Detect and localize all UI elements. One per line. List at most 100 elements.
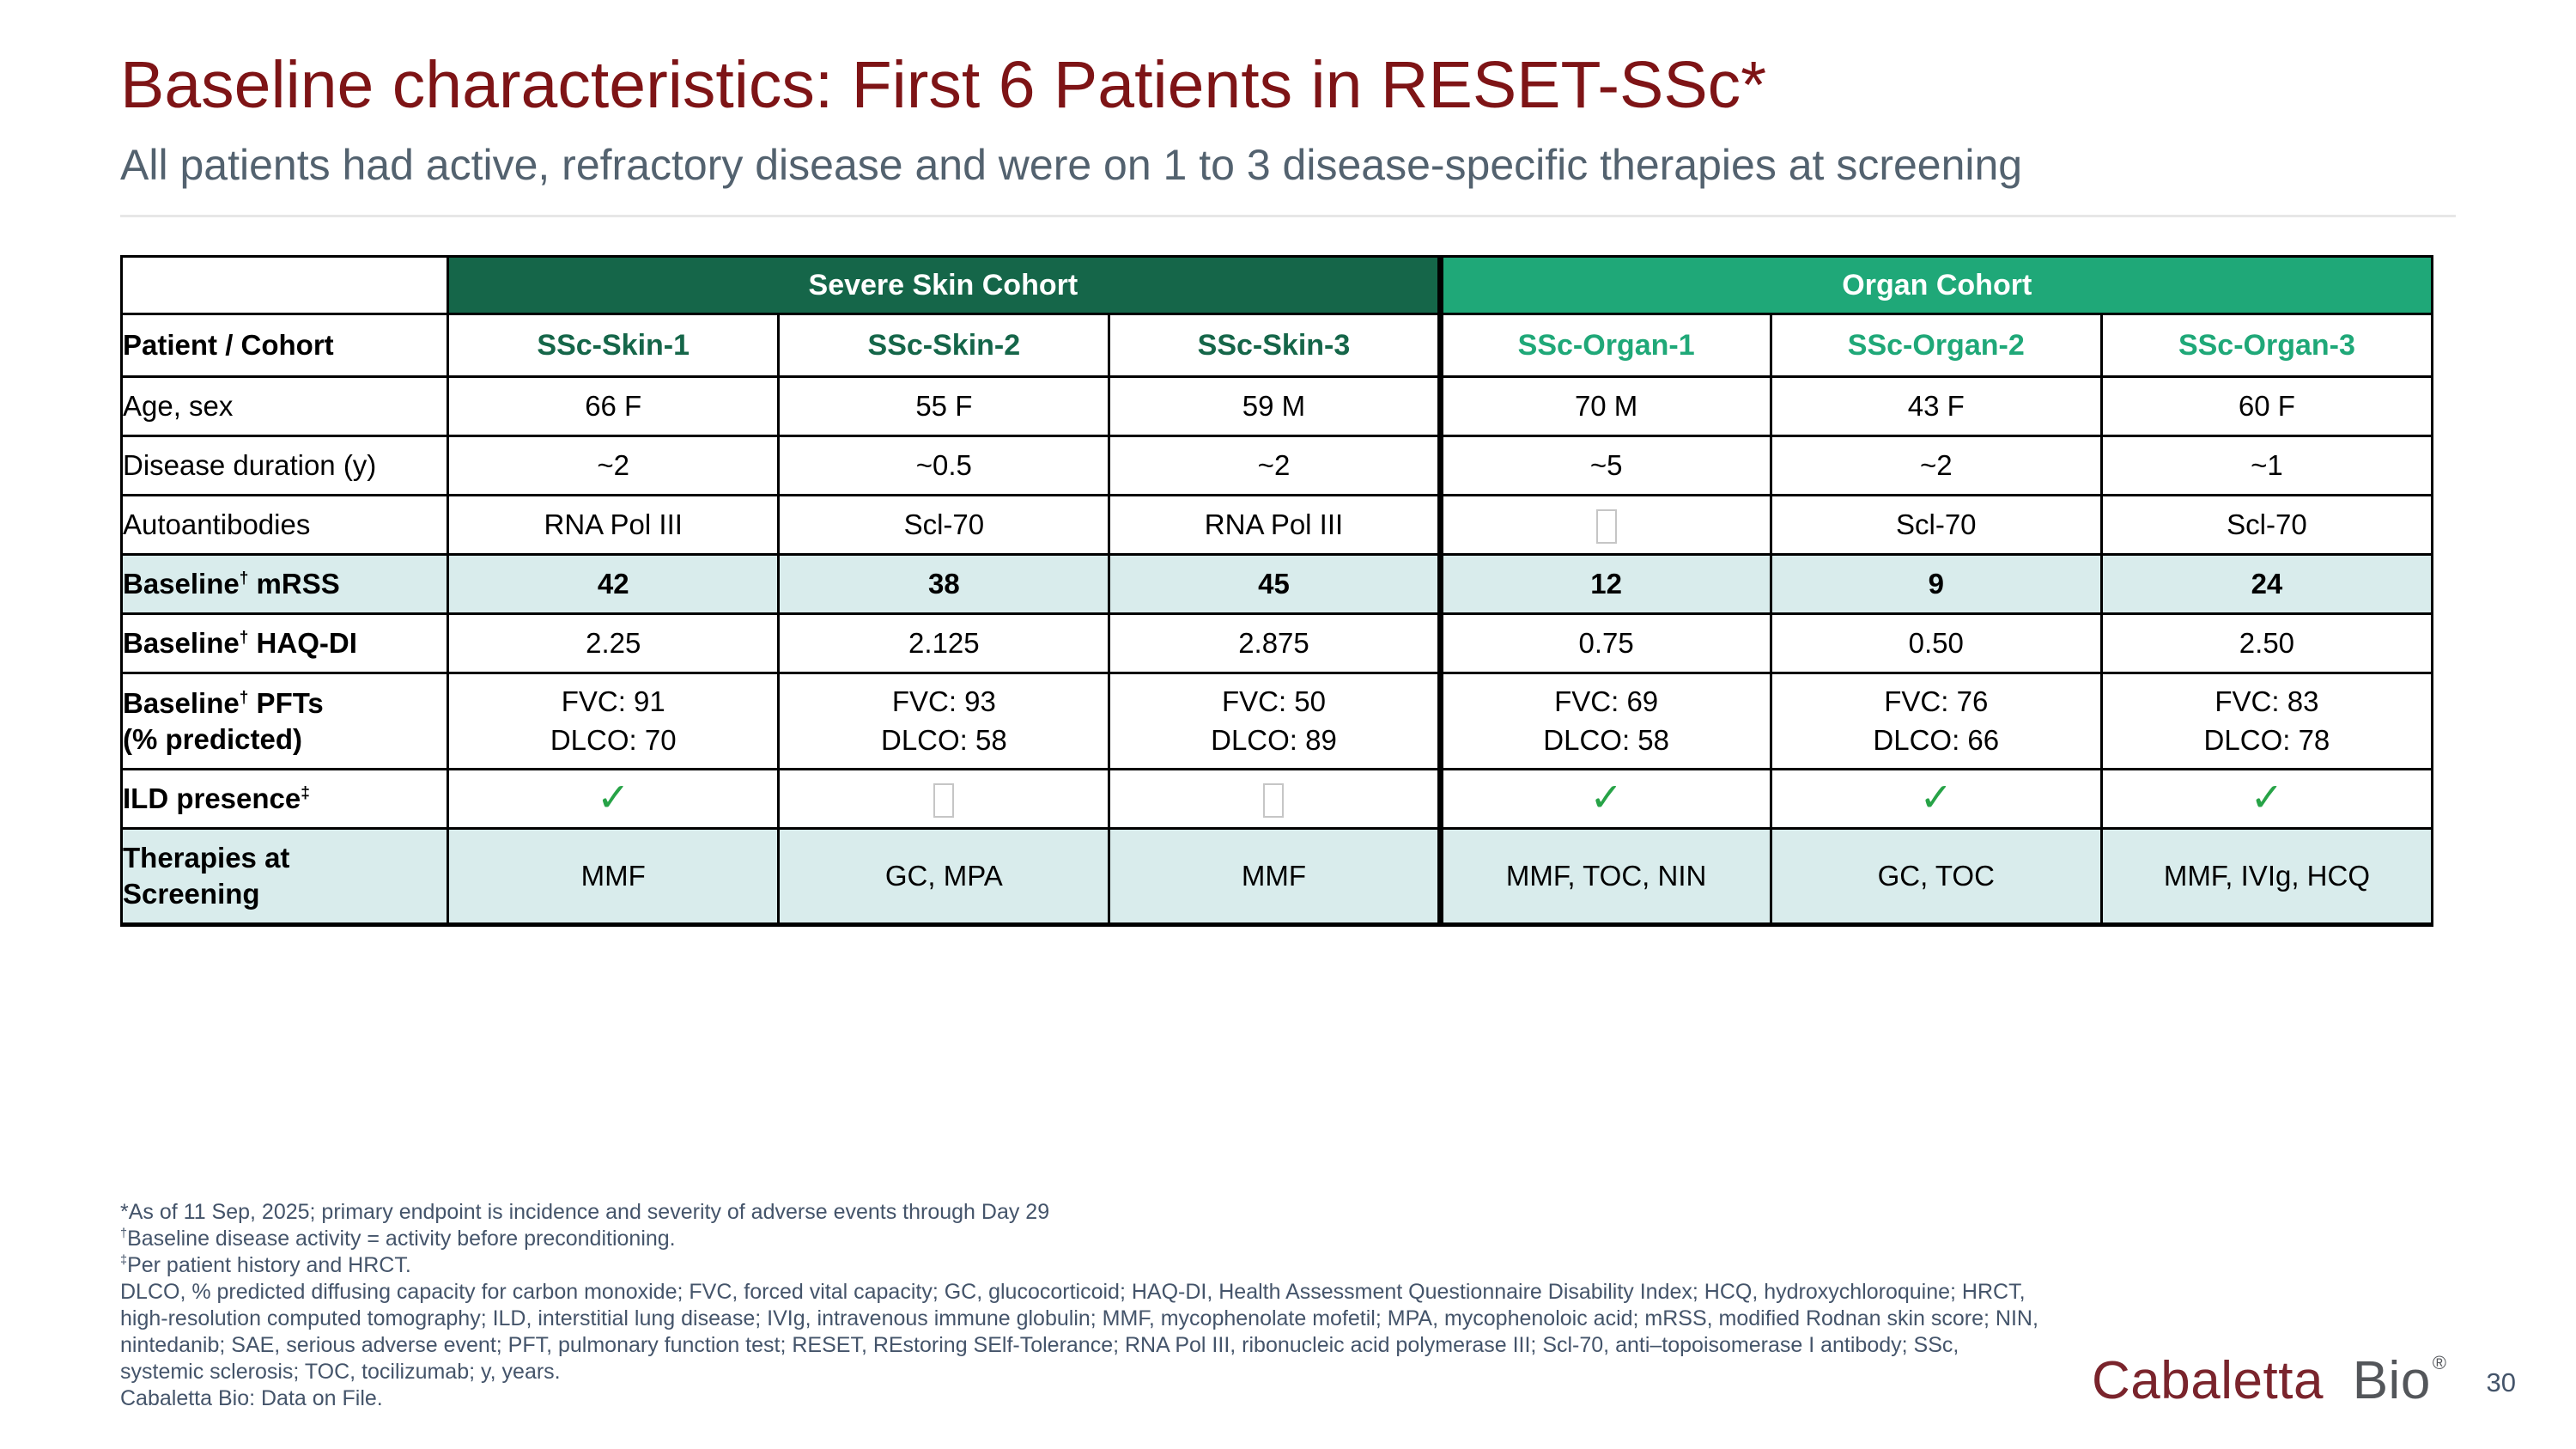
table-cell: Scl-70 bbox=[2099, 494, 2434, 557]
table-cell: 66 F bbox=[447, 375, 781, 438]
table-row: Baseline† mRSS 42 38 45 12 9 24 bbox=[119, 553, 2434, 616]
table-cell: MMF bbox=[447, 827, 781, 928]
table-cell: ✓ bbox=[1437, 768, 1772, 831]
table-cell: FVC: 50 DLCO: 89 bbox=[1108, 672, 1442, 771]
table-cell: 0.50 bbox=[1769, 612, 2103, 675]
table-cell: 59 M bbox=[1108, 375, 1442, 438]
cohort-band-organ-cohort: Organ Cohort bbox=[1437, 255, 2434, 316]
check-icon: ✓ bbox=[1589, 774, 1623, 819]
column-header-ssc-skin-3: SSc-Skin-3 bbox=[1108, 313, 1442, 379]
footnote-line: systemic sclerosis; TOC, tocilizumab; y,… bbox=[120, 1360, 561, 1384]
table-row: Baseline† PFTs (% predicted) FVC: 91 DLCO: … bbox=[119, 672, 2434, 771]
row-label-ild-presence: ILD presence‡ bbox=[119, 768, 450, 831]
table-cell: 2.125 bbox=[777, 612, 1111, 675]
table-cell: ~5 bbox=[1437, 435, 1772, 497]
table-cell: 55 F bbox=[777, 375, 1111, 438]
check-icon: ✓ bbox=[1919, 774, 1953, 819]
table-cell: ~0.5 bbox=[777, 435, 1111, 497]
table-cell: 60 F bbox=[2099, 375, 2434, 438]
table-cell bbox=[777, 768, 1111, 831]
table-row: Therapies at Screening MMF GC, MPA MMF MMF, T… bbox=[119, 827, 2434, 928]
table-cell: Scl-70 bbox=[777, 494, 1111, 557]
logo-word-cabaletta: Cabaletta bbox=[2092, 1351, 2324, 1410]
table-cell: 9 bbox=[1769, 553, 2103, 616]
table-cell: ~2 bbox=[447, 435, 781, 497]
table-cell: ~2 bbox=[1108, 435, 1442, 497]
table-cell: FVC: 83 DLCO: 78 bbox=[2099, 672, 2434, 771]
table-cell: 43 F bbox=[1769, 375, 2103, 438]
row-label-age-sex: Age, sex bbox=[119, 375, 450, 438]
slide-footer: Cabaletta Bio® 30 bbox=[2092, 1345, 2516, 1408]
table-cell: 12 bbox=[1437, 553, 1772, 616]
page-subtitle: All patients had active, refractory dise… bbox=[120, 141, 2023, 190]
empty-box-icon bbox=[1263, 783, 1285, 819]
empty-box-icon bbox=[933, 783, 955, 819]
table-cell: ~1 bbox=[2099, 435, 2434, 497]
footnote-line: †Baseline disease activity = activity be… bbox=[120, 1227, 676, 1251]
column-header-ssc-skin-1: SSc-Skin-1 bbox=[447, 313, 781, 379]
table-cell: RNA Pol III bbox=[447, 494, 781, 557]
footnote-line: ‡Per patient history and HRCT. bbox=[120, 1253, 411, 1277]
table-cell: Scl-70 bbox=[1769, 494, 2103, 557]
table-cell: 0.75 bbox=[1437, 612, 1772, 675]
table-cell: ✓ bbox=[1769, 768, 2103, 831]
table-row: Baseline† HAQ-DI 2.25 2.125 2.875 0.75 0.50 2.… bbox=[119, 612, 2434, 675]
table-cell: MMF, TOC, NIN bbox=[1437, 827, 1772, 928]
footnote-line: *As of 11 Sep, 2025; primary endpoint is… bbox=[120, 1200, 1050, 1224]
table-row: Disease duration (y) ~2 ~0.5 ~2 ~5 ~2 ~1 bbox=[119, 435, 2434, 497]
row-label-baseline-mrss: Baseline† mRSS bbox=[119, 553, 450, 616]
column-header-row: Patient / Cohort SSc-Skin-1 SSc-Skin-2 SSc-… bbox=[119, 313, 2434, 379]
row-label-disease-duration-y: Disease duration (y) bbox=[119, 435, 450, 497]
row-label-therapies-at-screening: Therapies at Screening bbox=[119, 827, 450, 928]
table-cell bbox=[1437, 494, 1772, 557]
characteristics-table: Severe Skin Cohort Organ Cohort Patient / … bbox=[119, 255, 2434, 928]
table-cell: 42 bbox=[447, 553, 781, 616]
table-row: Age, sex 66 F 55 F 59 M 70 M 43 F 60 F bbox=[119, 375, 2434, 438]
row-label-baseline-haq-di: Baseline† HAQ-DI bbox=[119, 612, 450, 675]
table-cell: 70 M bbox=[1437, 375, 1772, 438]
table-cell: 2.875 bbox=[1108, 612, 1442, 675]
table-cell: ✓ bbox=[447, 768, 781, 831]
column-header-ssc-skin-2: SSc-Skin-2 bbox=[777, 313, 1111, 379]
footnote-line: high-resolution computed tomography; ILD… bbox=[120, 1306, 2038, 1330]
registered-mark-icon: ® bbox=[2432, 1352, 2447, 1373]
table-cell: FVC: 93 DLCO: 58 bbox=[777, 672, 1111, 771]
table-cell: FVC: 91 DLCO: 70 bbox=[447, 672, 781, 771]
cabaletta-bio-logo: Cabaletta Bio® bbox=[2092, 1345, 2446, 1408]
row-label-autoantibodies: Autoantibodies bbox=[119, 494, 450, 557]
check-icon: ✓ bbox=[2250, 774, 2284, 819]
table-cell: 38 bbox=[777, 553, 1111, 616]
column-header-ssc-organ-2: SSc-Organ-2 bbox=[1769, 313, 2103, 379]
patient-cohort-header: Patient / Cohort bbox=[119, 313, 450, 379]
logo-word-bio: Bio bbox=[2352, 1351, 2431, 1410]
empty-box-icon bbox=[1595, 509, 1617, 545]
column-header-ssc-organ-3: SSc-Organ-3 bbox=[2099, 313, 2434, 379]
table-corner bbox=[119, 255, 450, 316]
table-cell: 24 bbox=[2099, 553, 2434, 616]
title-divider bbox=[120, 215, 2456, 218]
footnote-line: DLCO, % predicted diffusing capacity for… bbox=[120, 1280, 2026, 1304]
footnotes-block: *As of 11 Sep, 2025; primary endpoint is… bbox=[120, 1199, 2207, 1412]
check-icon: ✓ bbox=[596, 774, 630, 819]
table-cell: ✓ bbox=[2099, 768, 2434, 831]
table-cell: ~2 bbox=[1769, 435, 2103, 497]
table-cell: 2.25 bbox=[447, 612, 781, 675]
slide-content: Baseline characteristics: First 6 Patien… bbox=[119, 48, 2456, 928]
table-row: ILD presence‡ ✓ ✓ ✓ ✓ bbox=[119, 768, 2434, 831]
page-number: 30 bbox=[2486, 1367, 2516, 1397]
table-cell: FVC: 69 DLCO: 58 bbox=[1437, 672, 1772, 771]
table-row: Autoantibodies RNA Pol III Scl-70 RNA Pol I… bbox=[119, 494, 2434, 557]
cohort-band-row: Severe Skin Cohort Organ Cohort bbox=[119, 255, 2434, 316]
table-cell: FVC: 76 DLCO: 66 bbox=[1769, 672, 2103, 771]
cohort-band-severe-skin-cohort: Severe Skin Cohort bbox=[447, 255, 1442, 316]
table-cell: MMF bbox=[1108, 827, 1442, 928]
footnote-line: nintedanib; SAE, serious adverse event; … bbox=[120, 1333, 1959, 1357]
table-cell: 45 bbox=[1108, 553, 1442, 616]
table-cell: 2.50 bbox=[2099, 612, 2434, 675]
table-cell bbox=[1108, 768, 1442, 831]
table-cell: MMF, IVIg, HCQ bbox=[2099, 827, 2434, 928]
column-header-ssc-organ-1: SSc-Organ-1 bbox=[1437, 313, 1772, 379]
table-cell: GC, MPA bbox=[777, 827, 1111, 928]
row-label-baseline-pfts-predicted: Baseline† PFTs (% predicted) bbox=[119, 672, 450, 771]
